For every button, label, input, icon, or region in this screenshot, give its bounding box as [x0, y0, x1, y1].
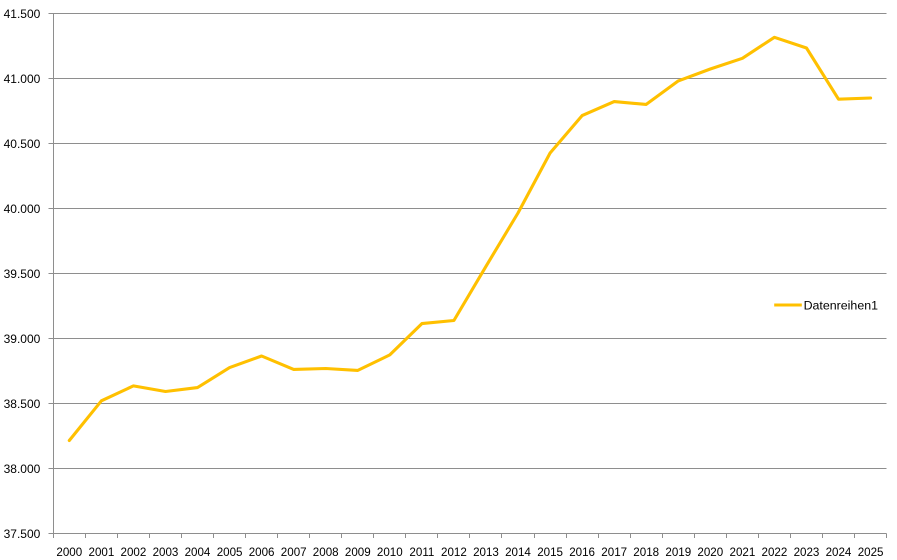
svg-text:2001: 2001 [89, 546, 115, 559]
svg-text:2019: 2019 [665, 546, 691, 559]
svg-text:2018: 2018 [633, 546, 659, 559]
svg-text:2022: 2022 [762, 546, 788, 559]
svg-text:2009: 2009 [345, 546, 371, 559]
svg-text:Datenreihen1: Datenreihen1 [804, 298, 879, 312]
svg-text:2011: 2011 [409, 546, 434, 559]
svg-text:41.000: 41.000 [4, 72, 41, 86]
svg-text:37.500: 37.500 [4, 527, 41, 541]
svg-text:39.000: 39.000 [4, 332, 41, 346]
svg-text:2025: 2025 [858, 546, 884, 559]
svg-text:2012: 2012 [441, 546, 467, 559]
svg-text:2007: 2007 [281, 546, 307, 559]
svg-text:2002: 2002 [121, 546, 147, 559]
svg-text:2015: 2015 [537, 546, 563, 559]
svg-text:2004: 2004 [185, 546, 211, 559]
svg-text:2003: 2003 [153, 546, 179, 559]
svg-text:41.500: 41.500 [4, 7, 41, 21]
svg-text:2006: 2006 [249, 546, 275, 559]
svg-text:2013: 2013 [473, 546, 499, 559]
svg-text:40.500: 40.500 [4, 137, 41, 151]
svg-text:40.000: 40.000 [4, 202, 41, 216]
svg-text:2000: 2000 [56, 546, 82, 559]
svg-text:2010: 2010 [377, 546, 403, 559]
svg-text:2023: 2023 [794, 546, 820, 559]
svg-text:2020: 2020 [697, 546, 723, 559]
svg-text:2021: 2021 [730, 546, 756, 559]
svg-text:2005: 2005 [217, 546, 243, 559]
svg-text:39.500: 39.500 [4, 267, 41, 281]
svg-text:2008: 2008 [313, 546, 339, 559]
svg-text:2014: 2014 [505, 546, 531, 559]
svg-text:2017: 2017 [601, 546, 627, 559]
svg-text:38.500: 38.500 [4, 397, 41, 411]
svg-text:38.000: 38.000 [4, 462, 41, 476]
svg-text:2016: 2016 [569, 546, 595, 559]
svg-text:2024: 2024 [826, 546, 852, 559]
